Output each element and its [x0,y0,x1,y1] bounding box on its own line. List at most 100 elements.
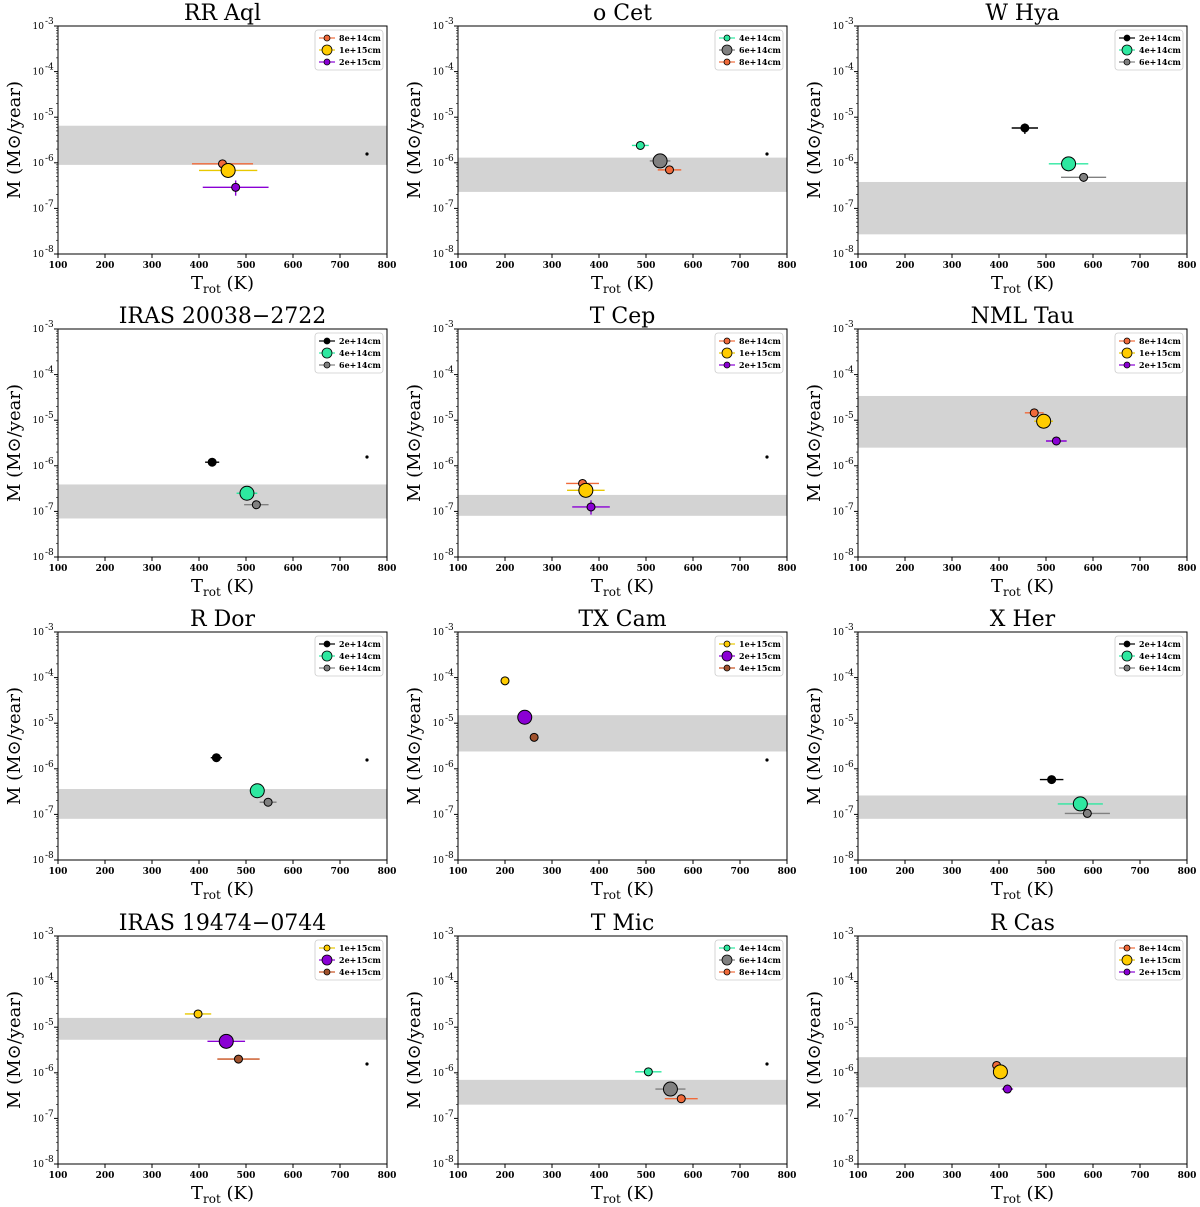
chart-9-x-tick-label: 200 [896,867,915,877]
chart-12-y-label-dot [765,1062,769,1066]
chart-7-y-tick-exponent: -5 [45,714,54,724]
chart-12-y-tick-label: 10 [833,932,845,942]
chart-3-point-6e+14cm [1079,172,1089,182]
chart-9-y-tick-label: 10 [833,810,845,820]
chart-1-legend-marker-1e+15cm [321,44,333,56]
chart-10-x-tick-label: 600 [284,1171,303,1181]
chart-6-point-1e+15cm [1036,413,1052,429]
chart-4-y-tick-label: 10 [33,371,45,381]
chart-9-y-tick-label: 10 [833,765,845,775]
chart-8-x-tick-label: 100 [449,867,468,877]
chart-1-range-band [58,125,387,165]
chart-3-x-tick-label: 600 [1084,261,1103,271]
chart-5-x-tick-label: 600 [684,564,703,574]
chart-7-legend-marker-2e+14cm [323,640,331,648]
chart-5-panel: 100 200 300 400 500 600 700 80010-810-710-610-5… [365,304,796,599]
chart-4-title: IRAS 20038−2722 [119,304,327,329]
chart-8-panel: 100 200 300 400 500 600 700 80010-810-710-610-5… [365,607,796,902]
chart-4-y-tick-label: 10 [33,325,45,335]
chart-7-y-tick-exponent: -3 [45,623,54,633]
chart-4-y-axis-label: M (M⊙/year) [4,384,25,502]
chart-6-y-label-dot [765,455,769,459]
chart-5-y-tick-exponent: -7 [445,502,454,512]
chart-6-y-tick-label: 10 [833,325,845,335]
chart-11-x-tick-label: 500 [637,1171,656,1181]
chart-7-y-tick-exponent: -8 [45,851,54,861]
chart-11-panel: 100 200 300 400 500 600 700 80010-810-710-610-5… [365,911,796,1206]
chart-7-y-tick-label: 10 [33,628,45,638]
chart-5-x-tick-label: 100 [449,564,468,574]
chart-7-y-tick-exponent: -6 [45,760,54,770]
chart-1-y-tick-exponent: -4 [45,63,54,73]
chart-9-legend-entry-6e+14cm: 6e+14cm [1139,663,1181,673]
chart-8-legend-box [714,635,784,677]
chart-8-y-tick-label: 10 [433,856,445,866]
chart-4-y-tick-exponent: -5 [45,411,54,421]
chart-2-y-axis-label: M (M⊙/year) [404,81,425,199]
chart-9-legend-marker-4e+14cm [1121,650,1133,662]
chart-4-legend-marker-2e+14cm [323,337,331,345]
chart-3-x-tick-label: 100 [849,261,868,271]
chart-11-y-tick-label: 10 [433,1160,445,1170]
chart-11-y-axis-label: M (M⊙/year) [404,991,425,1109]
chart-10-y-axis-label: M (M⊙/year) [4,991,25,1109]
chart-6-x-tick-label: 800 [1178,564,1197,574]
chart-1-legend-marker-8e+14cm [323,34,331,42]
chart-6-y-tick-label: 10 [833,371,845,381]
chart-9-legend-entry-4e+14cm: 4e+14cm [1139,651,1181,661]
chart-10-y-tick-label: 10 [33,1160,45,1170]
chart-9-legend-box [1114,635,1184,677]
chart-7-legend-marker-6e+14cm [323,664,331,672]
chart-5-x-tick-label: 400 [590,564,609,574]
chart-4-legend-entry-6e+14cm: 6e+14cm [339,360,381,370]
chart-11-x-tick-label: 800 [778,1171,797,1181]
chart-12-x-tick-label: 300 [943,1171,962,1181]
chart-10-y-tick-exponent: -4 [45,973,54,983]
chart-4-x-tick-label: 700 [331,564,350,574]
chart-9-point-2e+14cm [1047,775,1057,785]
chart-9-y-tick-label: 10 [833,856,845,866]
chart-11-legend-marker-8e+14cm [723,968,731,976]
chart-7-x-tick-label: 100 [49,867,68,877]
chart-10-y-tick-label: 10 [33,1023,45,1033]
chart-12-title: R Cas [990,911,1055,936]
chart-1-x-tick-label: 300 [143,261,162,271]
chart-12-legend-marker-1e+15cm [1121,954,1133,966]
chart-6-legend-box [1114,332,1184,374]
chart-2-legend-entry-4e+14cm: 4e+14cm [739,33,781,43]
chart-8-point-1e+15cm [500,676,510,686]
chart-8-x-axis-label: Trot (K) [591,879,654,902]
chart-3-y-tick-label: 10 [833,204,845,214]
chart-4-y-tick-label: 10 [33,462,45,472]
chart-3-y-tick-exponent: -8 [845,245,854,255]
chart-11-y-tick-label: 10 [433,1023,445,1033]
chart-1-y-tick-label: 10 [33,113,45,123]
chart-2-y-tick-label: 10 [433,113,445,123]
chart-8-legend-entry-1e+15cm: 1e+15cm [739,639,781,649]
chart-11-x-tick-label: 100 [449,1171,468,1181]
chart-8-x-tick-label: 600 [684,867,703,877]
chart-6-legend-marker-1e+15cm [1121,347,1133,359]
chart-12-y-tick-label: 10 [833,1160,845,1170]
chart-3-legend-marker-2e+14cm [1123,34,1131,42]
chart-1-legend-entry-1e+15cm: 1e+15cm [339,45,381,55]
chart-1-y-axis-label: M (M⊙/year) [4,81,25,199]
chart-8-y-axis-label: M (M⊙/year) [404,687,425,805]
chart-9-x-tick-label: 600 [1084,867,1103,877]
chart-12-x-tick-label: 200 [896,1171,915,1181]
chart-10-y-tick-exponent: -5 [45,1018,54,1028]
chart-2-title: o Cet [593,1,652,26]
chart-10-legend-entry-2e+15cm: 2e+15cm [339,955,381,965]
chart-5-y-tick-label: 10 [433,416,445,426]
chart-3-y-tick-label: 10 [833,68,845,78]
chart-10-legend-entry-1e+15cm: 1e+15cm [339,943,381,953]
chart-9-x-tick-label: 400 [990,867,1009,877]
chart-1-x-axis-label: Trot (K) [191,273,254,296]
chart-1-y-tick-label: 10 [33,22,45,32]
chart-11-y-tick-exponent: -8 [445,1155,454,1165]
chart-8-x-tick-label: 800 [778,867,797,877]
chart-9-plot-frame [857,631,1188,861]
chart-5-x-tick-label: 700 [731,564,750,574]
chart-5-y-tick-exponent: -3 [445,320,454,330]
